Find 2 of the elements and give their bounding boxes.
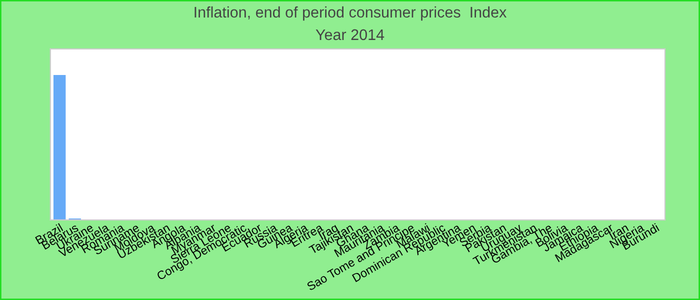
chart-subtitle: Year 2014 bbox=[316, 29, 384, 40]
chart-title: Inflation, end of period consumer prices Index bbox=[194, 6, 507, 21]
